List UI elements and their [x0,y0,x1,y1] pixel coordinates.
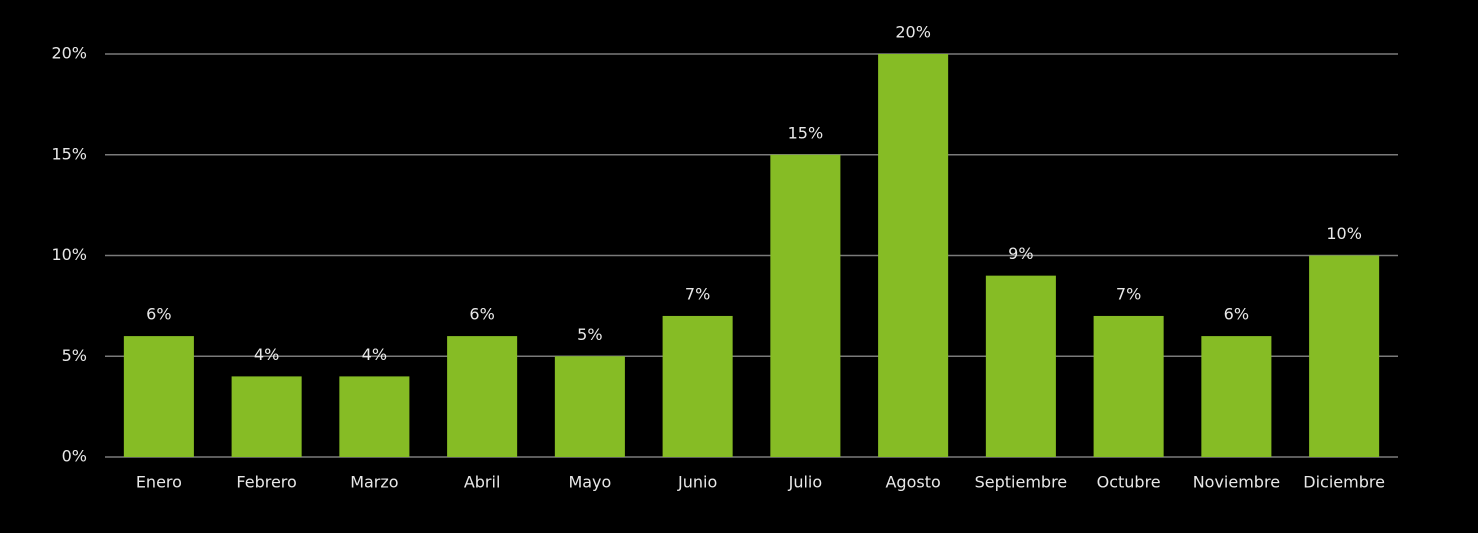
y-tick-label: 0% [62,447,87,466]
x-tick-label: Junio [677,473,717,492]
x-tick-label: Febrero [236,473,296,492]
x-tick-label: Diciembre [1303,473,1385,492]
bar [123,336,194,457]
value-label: 4% [362,345,387,364]
y-tick-label: 15% [51,144,87,163]
x-tick-label: Abril [464,473,501,492]
y-tick-label: 10% [51,245,87,264]
x-tick-label: Agosto [885,473,940,492]
y-tick-label: 20% [51,44,87,63]
bar [231,376,302,457]
value-label: 20% [895,23,931,42]
value-label: 9% [1008,244,1033,263]
bar [770,154,841,457]
value-label: 10% [1326,224,1362,243]
value-label: 6% [469,305,494,324]
bar [1201,336,1272,457]
bar [447,336,518,457]
bar [339,376,410,457]
x-tick-label: Mayo [568,473,611,492]
y-tick-label: 5% [62,346,87,365]
value-label: 4% [254,345,279,364]
x-tick-label: Octubre [1097,473,1161,492]
bar [985,275,1056,457]
value-label: 7% [685,284,710,303]
x-tick-label: Noviembre [1193,473,1280,492]
bar [1093,315,1164,457]
bar [1309,255,1380,457]
x-tick-label: Marzo [350,473,398,492]
value-label: 15% [788,123,824,142]
x-tick-label: Enero [136,473,182,492]
bar [662,315,733,457]
x-tick-label: Julio [788,473,823,492]
x-tick-label: Septiembre [975,473,1068,492]
bar [878,54,949,457]
value-label: 5% [577,325,602,344]
value-label: 7% [1116,284,1141,303]
bar [554,356,625,457]
value-label: 6% [1224,305,1249,324]
value-label: 6% [146,305,171,324]
